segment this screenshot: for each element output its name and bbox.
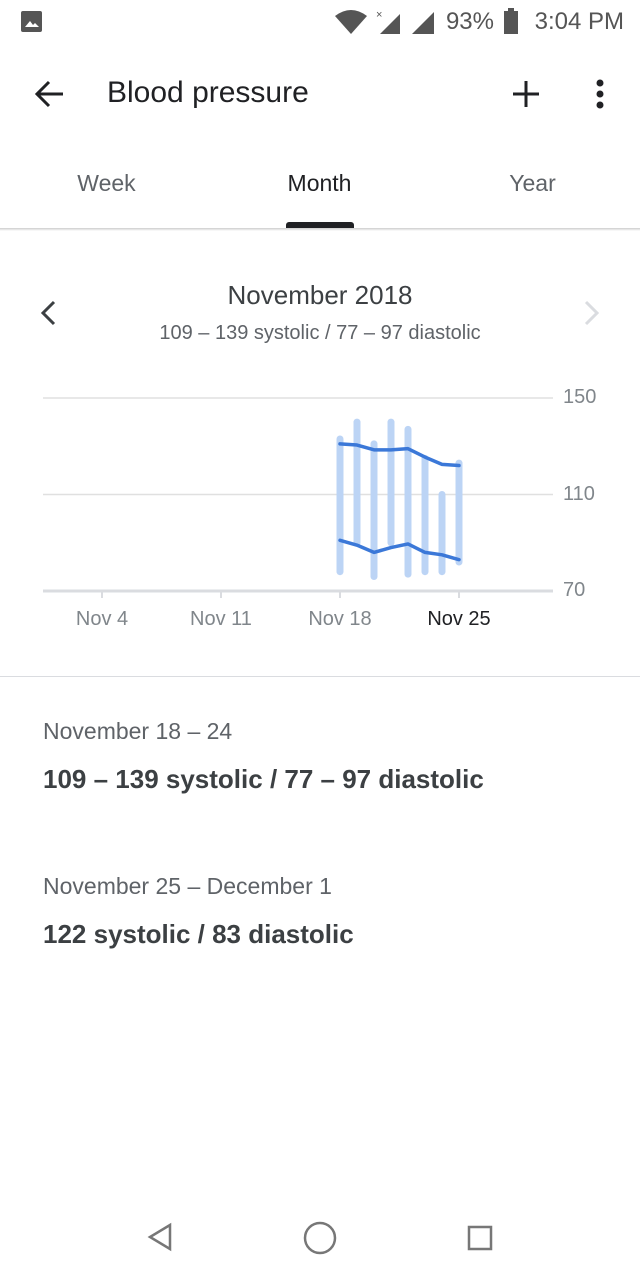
clock: 3:04 PM [534,8,624,35]
tab-indicator [286,222,354,228]
battery-icon [504,8,518,34]
image-icon [21,11,42,32]
x-tick-label: Nov 4 [75,608,129,630]
y-tick-label: 150 [563,386,597,408]
arrow-left-icon[interactable] [33,78,65,110]
section-divider [0,676,640,677]
x-tick-label: Nov 18 [308,608,372,630]
tab-month[interactable]: Month [287,170,352,196]
signal-icon [412,12,434,34]
tab-year[interactable]: Year [509,170,556,196]
nav-back-icon[interactable] [146,1222,174,1252]
more-vert-icon[interactable] [590,78,610,110]
bp-chart [43,397,553,598]
tabs-divider [0,228,640,231]
tab-week[interactable]: Week [77,170,136,196]
wifi-icon [335,10,367,34]
y-tick-label: 110 [563,482,595,505]
week-value: 122 systolic / 83 diastolic [43,919,354,949]
systolic-line [338,442,461,468]
week-value: 109 – 139 systolic / 77 – 97 diastolic [43,764,484,794]
x-tick-label: Nov 25 [427,608,491,630]
week-label: November 25 – December 1 [43,873,332,899]
plus-icon[interactable] [510,78,542,110]
y-tick-label: 70 [563,579,586,601]
chevron-right-icon[interactable] [580,300,602,326]
nav-recents-icon[interactable] [467,1225,493,1251]
status-bar: × 93% 3:04 PM [0,0,640,46]
page-title: Blood pressure [107,76,309,109]
svg-text:×: × [376,9,382,21]
signal-x-icon: × [376,9,400,34]
period-title: November 2018 [227,280,413,310]
nav-home-icon[interactable] [303,1221,337,1255]
battery-percent: 93% [445,8,494,35]
diastolic-line [338,538,461,562]
period-summary: 109 – 139 systolic / 77 – 97 diastolic [159,322,481,344]
chevron-left-icon[interactable] [38,300,60,326]
week-label: November 18 – 24 [43,718,233,744]
x-tick-label: Nov 11 [190,608,252,630]
